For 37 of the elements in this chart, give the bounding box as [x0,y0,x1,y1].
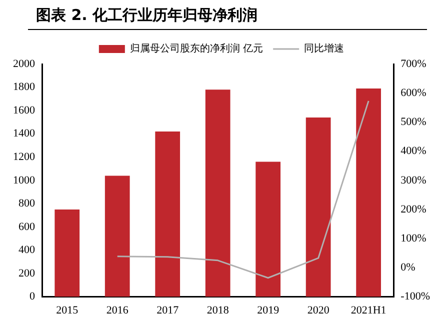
y2-tick-label: 300% [400,174,426,186]
y2-tick-label: 400% [400,145,426,158]
legend-label: 归属母公司股东的净利润 亿元 [130,42,264,55]
y-tick-label: 0 [30,290,36,303]
chart-title: 图表 2. 化工行业历年归母净利润 [28,6,427,30]
y-tick-label: 1400 [13,128,36,140]
x-tick-label: 2016 [106,304,129,316]
bar [155,132,180,297]
bar [205,90,230,297]
bar [54,210,80,297]
y-tick-label: 600 [18,220,36,233]
x-tick-label: 2020 [307,304,330,316]
y-tick-label: 1000 [13,174,36,186]
y2-tick-label: 0% [400,262,416,274]
y2-tick-label: 500% [400,116,426,128]
x-tick-label: 2019 [257,304,280,316]
x-tick-label: 2021H1 [350,304,386,316]
y2-tick-label: 700% [400,58,426,70]
y-tick-label: 800 [18,198,36,210]
y-tick-label: 2000 [13,58,36,70]
bar [356,88,381,297]
y2-tick-label: 600% [400,86,426,99]
y-tick-label: 1200 [13,151,36,164]
x-tick-label: 2015 [56,304,79,316]
x-tick-label: 2017 [156,304,180,316]
y2-tick-label: 200% [400,203,426,216]
y-tick-label: 1600 [13,104,36,116]
y-tick-label: 200 [18,267,36,280]
y-tick-label: 1800 [13,81,36,94]
y2-tick-label: -100% [400,290,430,303]
y-tick-label: 400 [18,244,36,256]
bar [256,162,281,297]
bar [104,176,130,297]
bar [306,118,331,297]
legend-label: 同比增速 [304,42,344,55]
y2-tick-label: 100% [400,232,426,244]
x-tick-label: 2018 [206,304,230,316]
